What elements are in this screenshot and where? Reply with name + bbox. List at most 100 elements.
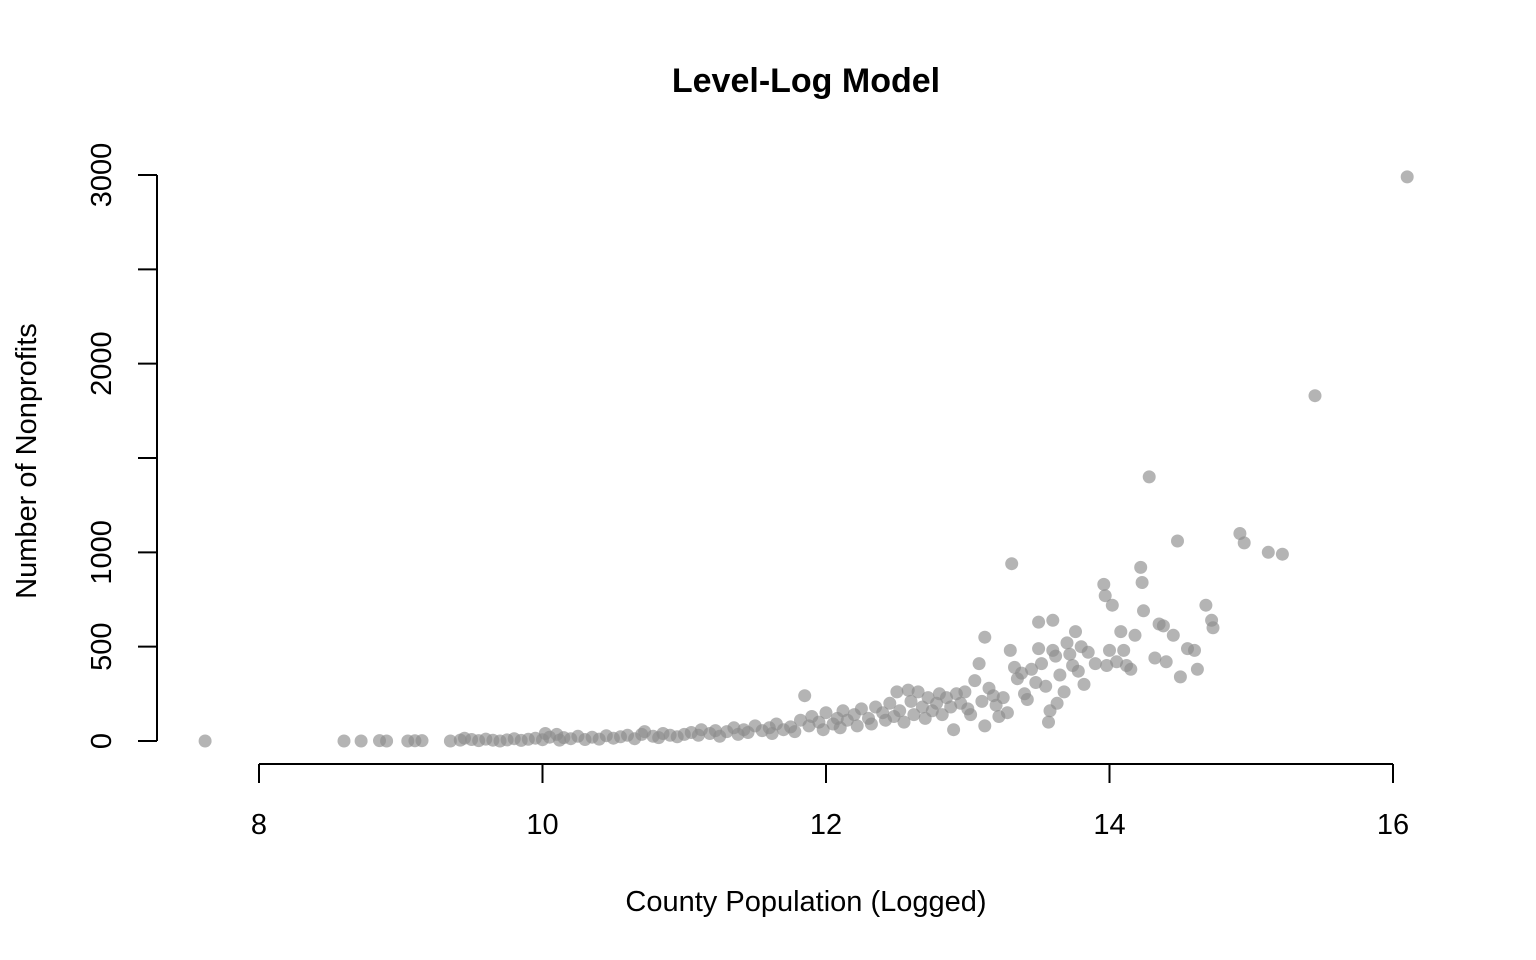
data-point xyxy=(1100,659,1114,672)
data-point xyxy=(1275,547,1289,561)
data-point xyxy=(1097,577,1111,591)
data-point xyxy=(1049,649,1063,663)
data-point xyxy=(1057,685,1071,699)
data-point xyxy=(958,685,972,699)
y-axis: 0 500 1000 2000 3000 xyxy=(86,143,158,749)
data-point xyxy=(816,723,830,737)
data-point xyxy=(864,717,878,731)
data-point xyxy=(1190,662,1204,676)
x-tick-label: 10 xyxy=(526,809,558,841)
data-point xyxy=(1081,645,1095,659)
data-point xyxy=(1020,693,1034,706)
data-point xyxy=(1015,666,1029,680)
data-point xyxy=(1142,470,1156,484)
data-point xyxy=(1171,534,1184,548)
data-point xyxy=(1105,598,1119,612)
data-point xyxy=(975,694,989,708)
data-point xyxy=(1110,655,1124,669)
data-point xyxy=(819,706,833,720)
data-point xyxy=(1069,625,1082,639)
x-tick-label: 16 xyxy=(1377,809,1409,841)
data-point xyxy=(443,734,457,748)
y-tick-label: 2000 xyxy=(86,331,118,396)
data-point xyxy=(911,685,925,699)
data-point xyxy=(1005,557,1019,571)
y-tick-label: 1000 xyxy=(86,520,118,585)
data-point xyxy=(1098,589,1112,603)
y-tick-label: 3000 xyxy=(86,143,118,208)
data-point xyxy=(1032,615,1046,629)
data-point xyxy=(964,708,978,722)
data-point xyxy=(1134,560,1148,574)
data-point xyxy=(1029,676,1043,689)
data-point xyxy=(1128,628,1142,642)
data-point xyxy=(944,700,958,714)
x-tick-label: 8 xyxy=(251,809,267,841)
data-point xyxy=(907,708,921,722)
data-point xyxy=(1159,655,1173,669)
data-point xyxy=(337,734,351,748)
data-point xyxy=(901,683,915,697)
data-point xyxy=(897,715,911,729)
data-point xyxy=(1077,677,1091,691)
data-point xyxy=(996,691,1010,705)
data-point xyxy=(1032,642,1046,656)
data-point xyxy=(1148,651,1162,665)
data-point xyxy=(1135,576,1149,589)
data-point xyxy=(1199,598,1213,612)
data-point xyxy=(1206,621,1220,635)
data-point xyxy=(1063,647,1077,661)
data-point xyxy=(1124,662,1138,676)
data-point xyxy=(380,734,394,748)
data-point xyxy=(1114,625,1128,639)
data-point xyxy=(972,657,986,671)
data-point xyxy=(1035,657,1048,671)
data-point xyxy=(904,694,918,708)
data-point xyxy=(850,719,864,733)
data-point xyxy=(798,689,812,703)
data-point xyxy=(935,708,949,722)
data-point xyxy=(1042,715,1055,729)
data-point xyxy=(968,674,982,688)
data-point xyxy=(1173,670,1187,684)
data-point xyxy=(1053,668,1067,682)
x-tick-label: 14 xyxy=(1093,809,1125,841)
data-point xyxy=(915,700,929,714)
data-point xyxy=(978,630,992,644)
data-point xyxy=(1188,643,1201,657)
y-axis-label: Number of Nonprofits xyxy=(11,323,43,599)
data-point xyxy=(978,719,992,733)
data-point xyxy=(1088,657,1102,671)
data-point xyxy=(1003,643,1017,657)
data-point xyxy=(1039,679,1053,693)
data-point xyxy=(1060,636,1074,650)
data-point xyxy=(890,685,904,699)
y-tick-label: 0 xyxy=(86,733,118,749)
data-point xyxy=(854,702,868,716)
data-point xyxy=(1166,628,1180,642)
data-point xyxy=(788,725,802,739)
data-point xyxy=(1046,613,1060,627)
data-point xyxy=(1156,619,1170,633)
data-point xyxy=(198,734,212,748)
data-point xyxy=(1137,604,1150,618)
data-point xyxy=(947,723,961,737)
y-tick-label: 500 xyxy=(86,622,118,670)
data-point xyxy=(1261,545,1275,559)
data-point xyxy=(1000,706,1014,720)
data-point xyxy=(1308,389,1322,403)
data-point xyxy=(883,696,897,710)
data-point xyxy=(1025,662,1038,676)
data-point xyxy=(1071,664,1085,678)
data-point xyxy=(1117,643,1131,657)
data-point xyxy=(1400,170,1414,184)
data-point xyxy=(415,734,429,748)
chart-title: Level-Log Model xyxy=(672,62,940,100)
data-point xyxy=(1237,536,1251,550)
data-points xyxy=(198,170,1414,748)
x-axis: 8 10 12 14 16 xyxy=(251,763,1409,841)
data-point xyxy=(893,704,907,718)
data-point xyxy=(354,734,368,748)
data-point xyxy=(1050,696,1064,710)
